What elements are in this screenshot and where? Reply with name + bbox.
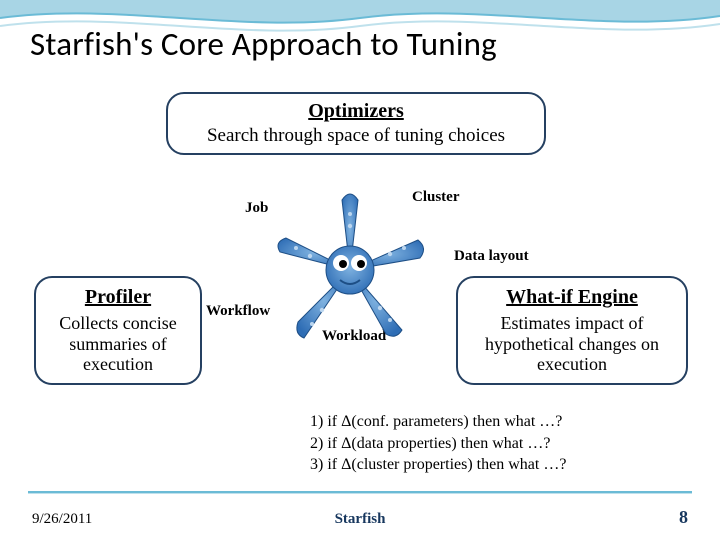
list-num: 1) xyxy=(310,413,323,430)
delta-list: 1) if Δ(conf. parameters) then what …? 2… xyxy=(310,411,566,476)
whatif-box: What-if Engine Estimates impact of hypot… xyxy=(456,276,688,385)
optimizers-box: Optimizers Search through space of tunin… xyxy=(166,92,546,155)
list-num: 2) xyxy=(310,435,323,452)
profiler-subtitle: Collects concise summaries of execution xyxy=(46,313,190,375)
footer-center: Starfish xyxy=(0,511,720,528)
list-item: 1) if Δ(conf. parameters) then what …? xyxy=(310,411,566,433)
profiler-title: Profiler xyxy=(46,286,190,309)
label-data-layout: Data layout xyxy=(454,248,529,265)
list-item: 2) if Δ(data properties) then what …? xyxy=(310,433,566,455)
footer-rule xyxy=(28,491,692,494)
footer-page-number: 8 xyxy=(679,507,688,528)
optimizers-title: Optimizers xyxy=(182,100,530,123)
slide-title: Starfish's Core Approach to Tuning xyxy=(30,24,690,64)
list-item: 3) if Δ(cluster properties) then what …? xyxy=(310,454,566,476)
starfish-icon xyxy=(270,190,430,350)
optimizers-subtitle: Search through space of tuning choices xyxy=(182,125,530,147)
list-num: 3) xyxy=(310,456,323,473)
whatif-title: What-if Engine xyxy=(468,286,676,309)
label-job: Job xyxy=(245,200,268,217)
whatif-subtitle: Estimates impact of hypothetical changes… xyxy=(468,313,676,375)
list-text: if Δ(cluster properties) then what …? xyxy=(327,456,566,473)
list-text: if Δ(data properties) then what …? xyxy=(327,435,550,452)
label-workflow: Workflow xyxy=(206,303,270,320)
list-text: if Δ(conf. parameters) then what …? xyxy=(327,413,562,430)
profiler-box: Profiler Collects concise summaries of e… xyxy=(34,276,202,385)
